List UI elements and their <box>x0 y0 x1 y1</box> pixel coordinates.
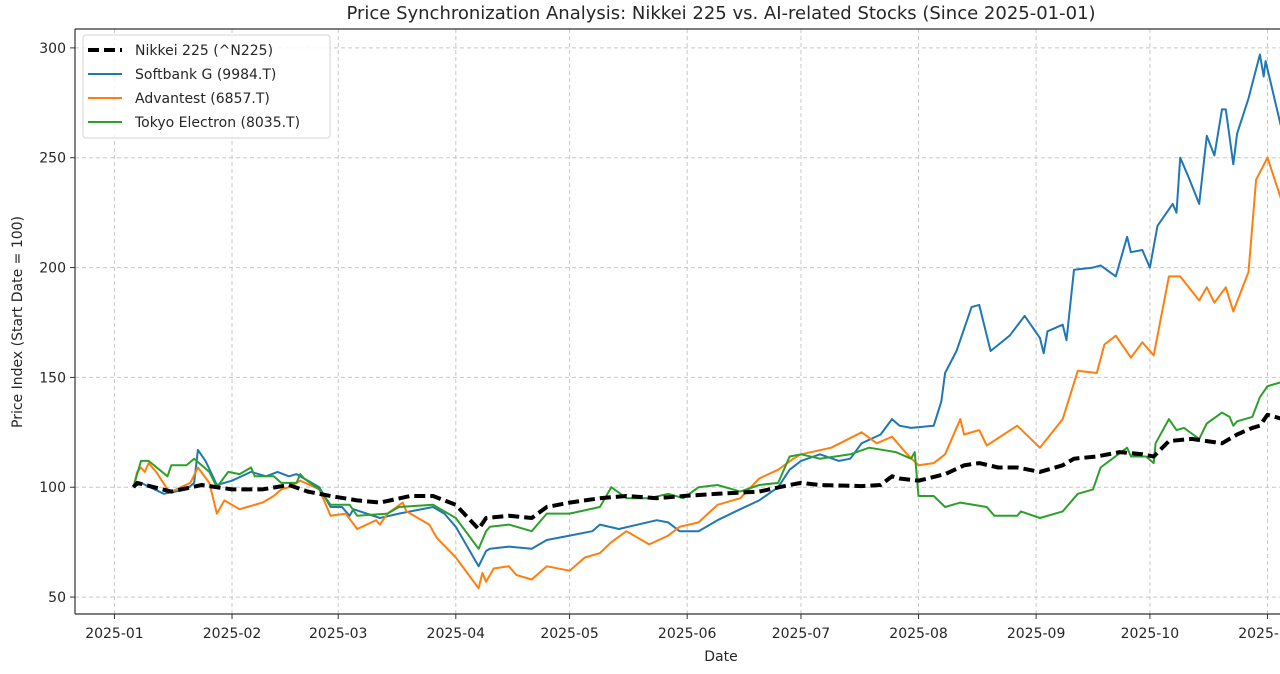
x-tick-label: 2025-05 <box>540 626 599 642</box>
x-tick-label: 2025-04 <box>427 626 486 642</box>
y-axis-ticks: 50 100 150 200 250 300 <box>39 41 75 606</box>
legend-label: Softbank G (9984.T) <box>135 67 276 83</box>
y-tick-label: 150 <box>39 370 66 386</box>
x-tick-label: 2025-08 <box>889 626 948 642</box>
y-tick-label: 50 <box>48 590 66 606</box>
y-tick-label: 250 <box>39 151 66 167</box>
x-tick-label: 2025-11 <box>1238 626 1280 642</box>
x-axis-label: Date <box>704 649 737 665</box>
series-line-advantest <box>132 156 1280 590</box>
x-tick-label: 2025-01 <box>85 626 144 642</box>
chart-title: Price Synchronization Analysis: Nikkei 2… <box>346 3 1095 24</box>
x-tick-label: 2025-06 <box>658 626 717 642</box>
x-tick-label: 2025-02 <box>203 626 262 642</box>
x-tick-label: 2025-09 <box>1007 626 1066 642</box>
legend: Nikkei 225 (^N225) Softbank G (9984.T) Adv… <box>82 34 331 139</box>
series-line-softbank <box>132 53 1280 568</box>
x-tick-label: 2025-07 <box>772 626 831 642</box>
series-line-nikkei <box>131 412 1280 531</box>
legend-box <box>82 34 331 139</box>
series-line-tokyo <box>132 381 1280 550</box>
y-tick-label: 300 <box>39 41 66 57</box>
x-tick-label: 2025-10 <box>1121 626 1180 642</box>
legend-label: Advantest (6857.T) <box>135 91 270 107</box>
x-tick-label: 2025-03 <box>309 626 368 642</box>
series-lines <box>131 53 1280 590</box>
y-tick-label: 200 <box>39 261 66 277</box>
legend-label: Tokyo Electron (8035.T) <box>134 115 300 131</box>
grid-lines <box>75 29 1280 614</box>
y-axis-label: Price Index (Start Date = 100) <box>10 216 26 428</box>
y-tick-label: 100 <box>39 480 66 496</box>
legend-label: Nikkei 225 (^N225) <box>135 43 273 59</box>
x-axis-ticks: 2025-01 2025-02 2025-03 2025-04 2025-05 2025-… <box>85 614 1280 642</box>
